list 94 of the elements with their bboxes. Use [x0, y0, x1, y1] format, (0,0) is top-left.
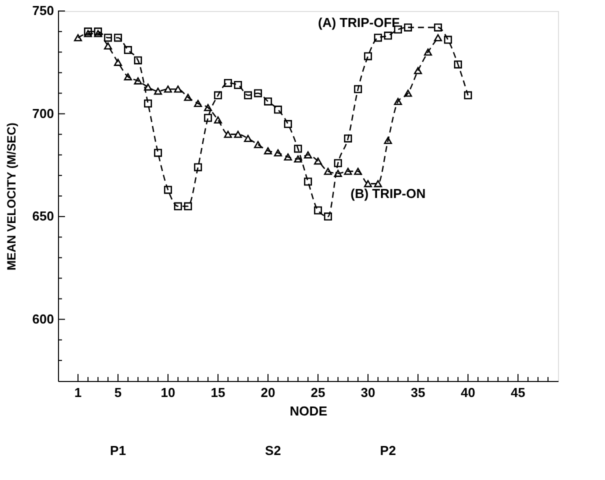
point	[374, 34, 382, 42]
point	[404, 23, 412, 32]
point	[424, 48, 432, 56]
point	[204, 104, 212, 112]
point	[104, 34, 112, 42]
point	[234, 80, 242, 90]
point	[254, 89, 262, 98]
point	[444, 36, 452, 44]
point	[74, 34, 82, 42]
point	[174, 86, 182, 93]
point	[114, 34, 122, 42]
point	[114, 58, 122, 66]
x-tick-label: 1	[74, 385, 82, 400]
point	[134, 77, 142, 84]
point	[464, 91, 472, 100]
point	[334, 170, 342, 177]
point	[354, 168, 362, 175]
text: P2	[380, 443, 396, 458]
y-tick-label: 600	[32, 311, 54, 326]
point	[244, 91, 252, 100]
point	[274, 149, 282, 156]
point	[194, 100, 202, 108]
point	[254, 141, 262, 148]
point	[374, 180, 382, 188]
point	[94, 30, 102, 38]
point	[214, 116, 222, 124]
point	[84, 28, 92, 36]
point	[314, 158, 322, 165]
point	[194, 163, 202, 172]
point	[264, 147, 272, 154]
x-tick-label: 5	[114, 385, 122, 400]
point	[144, 84, 152, 91]
point	[124, 46, 132, 54]
x-tick-label: 15	[210, 385, 226, 400]
x-tick-label: 35	[410, 385, 426, 400]
x-tick-label: 30	[360, 385, 376, 400]
point	[84, 30, 92, 38]
point	[334, 159, 342, 168]
point	[394, 98, 402, 105]
point	[174, 202, 182, 210]
point	[324, 168, 332, 175]
point	[154, 88, 162, 95]
point	[284, 120, 292, 128]
text: S2	[265, 443, 281, 458]
point	[234, 130, 242, 138]
point	[164, 186, 172, 194]
point	[304, 178, 312, 186]
point	[294, 155, 302, 163]
point	[354, 85, 362, 94]
point	[154, 148, 162, 157]
point	[314, 206, 322, 214]
x-tick-label: 25	[310, 385, 326, 400]
x-tick-label: 45	[510, 385, 526, 400]
point	[454, 60, 462, 68]
point	[214, 91, 222, 100]
x-axis-title: NODE	[290, 404, 328, 418]
point	[134, 56, 142, 64]
point	[434, 34, 442, 42]
point	[204, 114, 212, 122]
point	[284, 153, 292, 160]
point	[264, 97, 272, 106]
point	[244, 134, 252, 142]
point	[434, 23, 442, 32]
point	[294, 144, 302, 153]
y-tick-label: 650	[32, 208, 54, 224]
point	[164, 86, 172, 93]
y-tick-label: 750	[32, 3, 54, 18]
point	[344, 168, 352, 175]
point	[224, 130, 232, 138]
x-tick-label: 10	[160, 385, 176, 400]
y-tick-label: 700	[32, 106, 54, 121]
point	[184, 94, 192, 101]
point	[274, 106, 282, 114]
text: P1	[110, 443, 126, 458]
point	[384, 32, 392, 40]
point	[364, 180, 372, 188]
point	[404, 90, 412, 97]
point	[414, 67, 422, 74]
point	[304, 151, 312, 158]
point	[224, 78, 232, 87]
point	[184, 202, 192, 210]
x-tick-label: 20	[260, 385, 276, 400]
point	[324, 212, 332, 221]
point	[104, 42, 112, 50]
series-label: (B) TRIP-ON	[350, 186, 426, 202]
series-label: (A) TRIP-OFF	[318, 15, 400, 30]
x-tick-label: 40	[460, 385, 476, 400]
point	[94, 28, 102, 36]
point	[384, 136, 392, 144]
point	[144, 99, 152, 108]
point	[124, 73, 132, 80]
point	[344, 134, 352, 142]
point	[364, 52, 372, 60]
y-axis-title: MEAN VELOCITY (M/SEC)	[4, 122, 18, 270]
